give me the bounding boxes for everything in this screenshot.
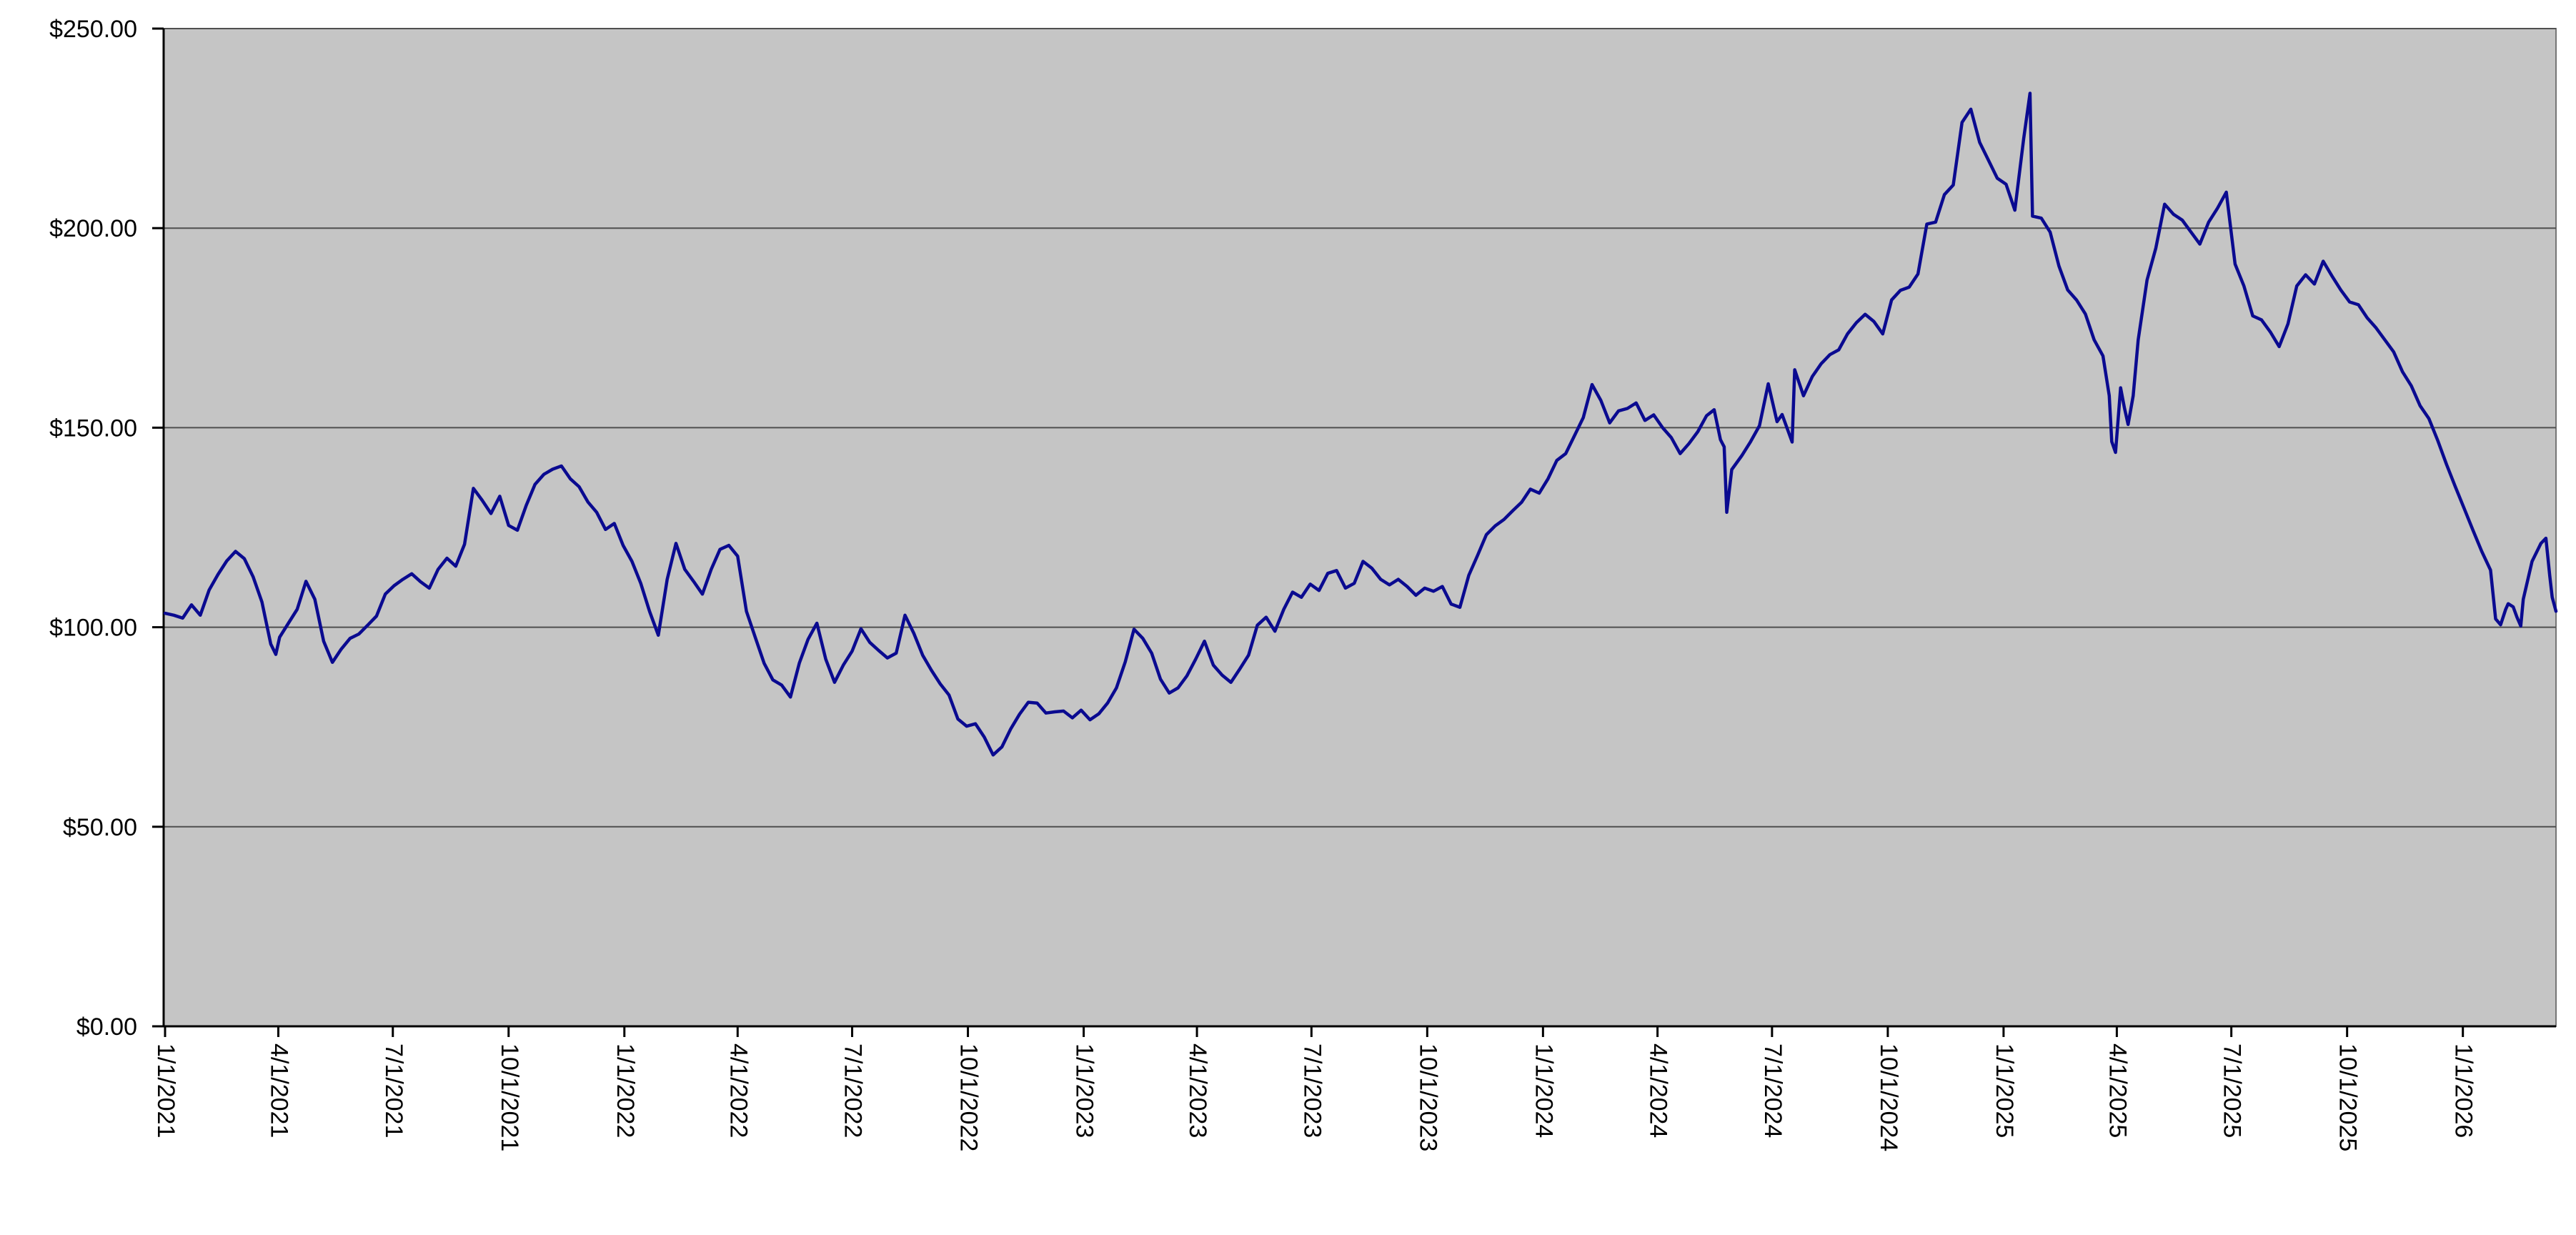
x-axis-label: 4/1/2023	[1184, 1043, 1211, 1138]
y-axis-label: $100.00	[49, 615, 137, 642]
x-axis-label: 10/1/2022	[955, 1043, 983, 1151]
x-axis-label: 7/1/2023	[1298, 1043, 1326, 1138]
x-axis-label: 7/1/2025	[2219, 1043, 2246, 1138]
y-axis-label: $50.00	[63, 814, 137, 841]
x-axis-label: 4/1/2021	[265, 1043, 292, 1138]
x-axis-label: 1/1/2026	[2450, 1043, 2477, 1138]
y-axis-label: $250.00	[49, 16, 137, 43]
x-axis-label: 1/1/2021	[152, 1043, 179, 1138]
x-axis-label: 10/1/2021	[496, 1043, 523, 1151]
x-axis-label: 7/1/2022	[840, 1043, 867, 1138]
x-axis-label: 4/1/2024	[1645, 1043, 1672, 1138]
x-axis-label: 7/1/2024	[1759, 1043, 1786, 1138]
y-axis-label: $0.00	[76, 1013, 137, 1041]
y-axis-label: $150.00	[49, 415, 137, 442]
x-axis-label: 10/1/2023	[1414, 1043, 1441, 1151]
plot-area	[163, 28, 2557, 1027]
x-axis-label: 1/1/2024	[1530, 1043, 1557, 1138]
x-axis-label: 1/1/2023	[1071, 1043, 1098, 1138]
x-axis-label: 4/1/2022	[725, 1043, 752, 1138]
x-axis-label: 7/1/2021	[380, 1043, 407, 1138]
y-axis-label: $200.00	[49, 215, 137, 242]
x-axis-label: 1/1/2025	[1991, 1043, 2018, 1138]
x-axis-label: 1/1/2022	[612, 1043, 639, 1138]
x-axis-label: 4/1/2025	[2104, 1043, 2131, 1138]
x-axis-label: 10/1/2024	[1875, 1043, 1902, 1151]
x-axis-label: 10/1/2025	[2334, 1043, 2362, 1151]
series-line-price	[163, 91, 2558, 757]
